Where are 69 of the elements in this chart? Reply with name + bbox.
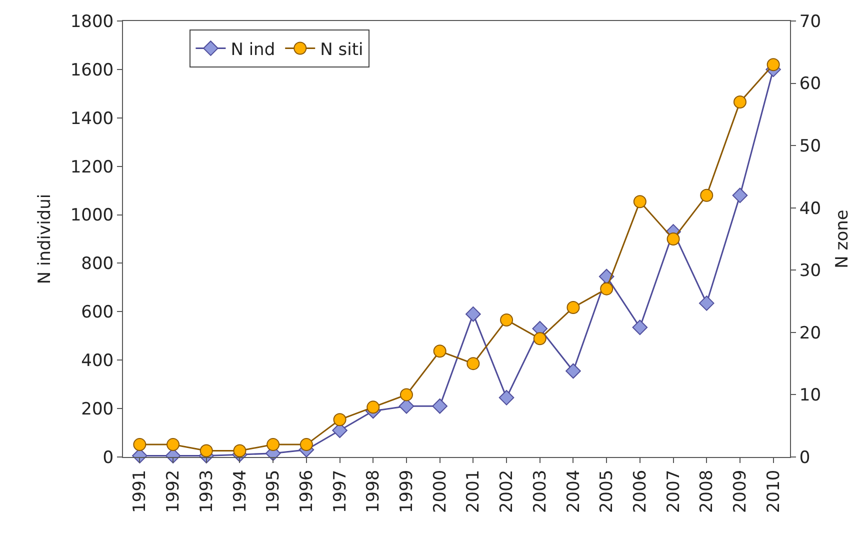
point <box>632 320 648 336</box>
point <box>233 444 246 458</box>
y-tick-label: 400 <box>81 351 114 372</box>
y2-tick-label: 10 <box>799 386 822 406</box>
x-tick-label: 2010 <box>764 470 784 514</box>
y-tick-label: 800 <box>81 254 114 274</box>
x-tick-label: 1995 <box>264 470 284 514</box>
point <box>300 438 313 452</box>
point <box>466 357 480 370</box>
point <box>733 95 746 108</box>
x-tick-label: 1999 <box>397 470 418 514</box>
y2-tick-label: 60 <box>799 74 822 94</box>
y-tick-label: 600 <box>81 302 114 323</box>
y2-tick-label: 20 <box>799 323 822 344</box>
y-tick-label: 0 <box>102 448 114 468</box>
y-tick-label: 1800 <box>70 12 114 32</box>
point <box>166 438 180 452</box>
y2-tick-label: 30 <box>799 261 822 282</box>
y2-tick-label: 50 <box>799 136 822 157</box>
x-tick-label: 2009 <box>730 470 751 514</box>
x-tick-label: 1994 <box>230 470 250 514</box>
x-tick-label: 1992 <box>164 470 184 514</box>
x-tick-label: 2007 <box>664 470 684 514</box>
x-tick-label: 2003 <box>530 470 550 514</box>
point <box>200 444 213 458</box>
y2-tick-label: 0 <box>799 448 810 468</box>
point <box>698 296 714 311</box>
x-tick-label: 2004 <box>564 470 584 514</box>
point <box>732 188 748 204</box>
x-tick-label: 1996 <box>296 470 317 514</box>
point <box>500 313 514 326</box>
point <box>498 390 514 406</box>
y-axis-title: N individui <box>34 194 55 284</box>
x-tick-label: 2008 <box>697 470 718 514</box>
legend-label: N siti <box>320 40 364 60</box>
point <box>432 398 448 414</box>
y-tick-label: 200 <box>81 400 114 420</box>
point <box>133 438 146 452</box>
x-tick-label: 1997 <box>330 470 350 514</box>
x-tick-label: 1993 <box>196 470 217 514</box>
point <box>366 400 380 414</box>
x-tick-label: 2005 <box>597 470 618 514</box>
point <box>600 282 614 296</box>
legend-label: N ind <box>230 40 276 60</box>
point <box>400 388 413 402</box>
x-tick-label: 1998 <box>364 470 384 514</box>
point <box>766 58 780 72</box>
point <box>700 188 714 202</box>
point <box>633 195 646 208</box>
y-tick-label: 1000 <box>70 206 114 226</box>
point <box>433 344 446 358</box>
point <box>266 438 280 452</box>
point <box>333 413 346 426</box>
point <box>666 232 680 246</box>
y-tick-label: 1200 <box>70 157 114 178</box>
point <box>566 301 580 314</box>
x-tick-label: 2002 <box>497 470 518 514</box>
x-tick-label: 2001 <box>464 470 484 514</box>
x-tick-label: 2006 <box>630 470 650 514</box>
y2-tick-label: 70 <box>799 12 822 32</box>
y2-tick-label: 40 <box>799 198 822 219</box>
y-tick-label: 1400 <box>70 108 114 129</box>
point <box>533 332 546 346</box>
point <box>466 306 481 322</box>
y-tick-label: 1600 <box>70 60 114 80</box>
point <box>566 363 581 379</box>
x-tick-label: 1991 <box>130 470 150 514</box>
y2-axis-title: N zone <box>832 210 852 268</box>
x-tick-label: 2000 <box>430 470 450 514</box>
